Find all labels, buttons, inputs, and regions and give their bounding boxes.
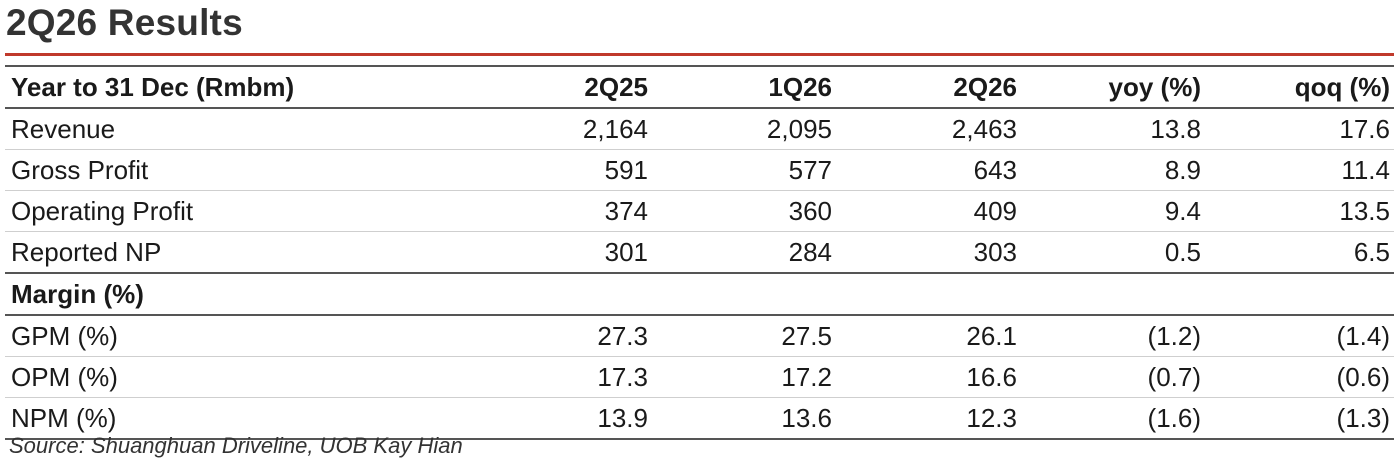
cell-value: 13.8: [1021, 108, 1205, 150]
cell-value: 13.9: [475, 397, 652, 440]
row-label: Operating Profit: [5, 190, 475, 232]
table-row-revenue: Revenue 2,164 2,095 2,463 13.8 17.6: [5, 108, 1394, 150]
table-row-npm: NPM (%) 13.9 13.6 12.3 (1.6) (1.3): [5, 397, 1394, 440]
cell-value: 409: [836, 190, 1021, 232]
cell-value: (1.4): [1205, 315, 1394, 357]
table-row-operating-profit: Operating Profit 374 360 409 9.4 13.5: [5, 190, 1394, 232]
table-header-row: Year to 31 Dec (Rmbm) 2Q25 1Q26 2Q26 yoy…: [5, 67, 1394, 109]
cell-value: 17.6: [1205, 108, 1394, 150]
header-col-2q25: 2Q25: [475, 67, 652, 109]
cell-value: 2,463: [836, 108, 1021, 150]
cell-value: 27.3: [475, 315, 652, 357]
header-col-yoy: yoy (%): [1021, 67, 1205, 109]
row-label: NPM (%): [5, 397, 475, 440]
section-header-margin: Margin (%): [5, 273, 1394, 316]
cell-value: 17.2: [652, 356, 836, 398]
cell-value: (0.7): [1021, 356, 1205, 398]
cell-value: 643: [836, 149, 1021, 191]
cell-value: (1.6): [1021, 397, 1205, 440]
table-row-reported-np: Reported NP 301 284 303 0.5 6.5: [5, 231, 1394, 274]
cell-value: 27.5: [652, 315, 836, 357]
table-row-opm: OPM (%) 17.3 17.2 16.6 (0.7) (0.6): [5, 356, 1394, 398]
header-col-1q26: 1Q26: [652, 67, 836, 109]
cell-value: 17.3: [475, 356, 652, 398]
cell-value: 591: [475, 149, 652, 191]
cell-value: (1.3): [1205, 397, 1394, 440]
cell-value: 2,164: [475, 108, 652, 150]
cell-value: 0.5: [1021, 231, 1205, 274]
cell-value: 16.6: [836, 356, 1021, 398]
header-col-2q26: 2Q26: [836, 67, 1021, 109]
header-label: Year to 31 Dec (Rmbm): [5, 67, 475, 109]
row-label: Gross Profit: [5, 149, 475, 191]
cell-value: 360: [652, 190, 836, 232]
cell-value: 577: [652, 149, 836, 191]
cell-value: 303: [836, 231, 1021, 274]
row-label: GPM (%): [5, 315, 475, 357]
cell-value: 13.5: [1205, 190, 1394, 232]
cell-value: 8.9: [1021, 149, 1205, 191]
cell-value: 6.5: [1205, 231, 1394, 274]
results-table: Year to 31 Dec (Rmbm) 2Q25 1Q26 2Q26 yoy…: [5, 67, 1394, 440]
header-col-qoq: qoq (%): [1205, 67, 1394, 109]
table-top-rule: [5, 65, 1394, 67]
cell-value: 374: [475, 190, 652, 232]
cell-value: (0.6): [1205, 356, 1394, 398]
row-label: OPM (%): [5, 356, 475, 398]
cell-value: 11.4: [1205, 149, 1394, 191]
source-note: Source: Shuanghuan Driveline, UOB Kay Hi…: [9, 433, 463, 458]
cell-value: 301: [475, 231, 652, 274]
row-label: Revenue: [5, 108, 475, 150]
cell-value: 284: [652, 231, 836, 274]
cell-value: 13.6: [652, 397, 836, 440]
row-label: Reported NP: [5, 231, 475, 274]
table-row-gpm: GPM (%) 27.3 27.5 26.1 (1.2) (1.4): [5, 315, 1394, 357]
cell-value: (1.2): [1021, 315, 1205, 357]
cell-value: 9.4: [1021, 190, 1205, 232]
cell-value: 26.1: [836, 315, 1021, 357]
section-label: Margin (%): [5, 273, 475, 316]
cell-value: 12.3: [836, 397, 1021, 440]
page-title: 2Q26 Results: [6, 2, 243, 43]
cell-value: 2,095: [652, 108, 836, 150]
title-underline: [5, 53, 1394, 56]
table-row-gross-profit: Gross Profit 591 577 643 8.9 11.4: [5, 149, 1394, 191]
